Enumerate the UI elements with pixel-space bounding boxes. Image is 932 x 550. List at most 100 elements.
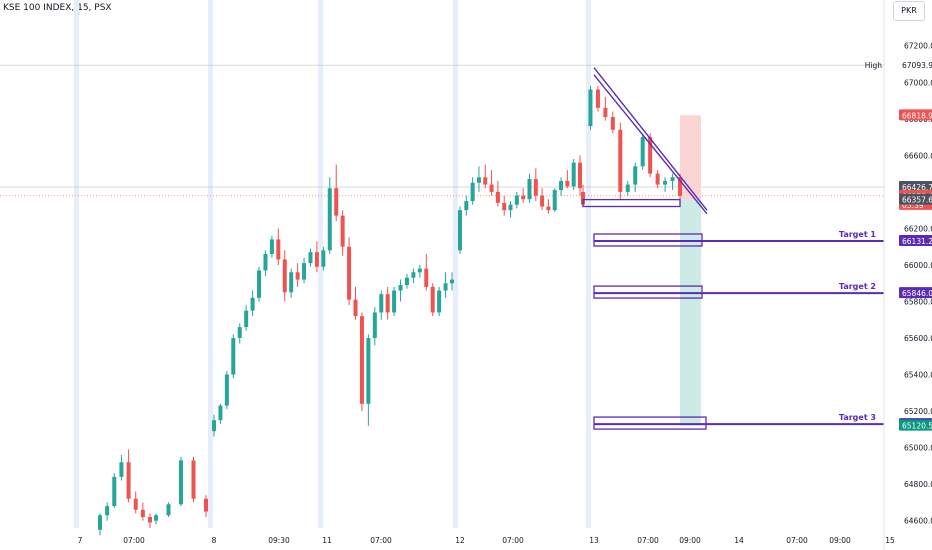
candle [334,164,339,222]
candle [366,334,371,426]
session-band [208,0,213,528]
candle [417,264,422,278]
candle [166,502,171,518]
price-tick-label: 66600.00 [904,151,932,160]
price-tick-label: 67200.00 [904,42,932,51]
candle-body [379,294,384,313]
candle [527,173,532,203]
price-tag-text: 67093.96 [902,61,932,70]
candle-body [470,182,475,202]
candle-body [559,180,564,191]
candle-body [578,162,582,189]
candle-body [625,184,630,192]
candle-body [385,294,390,313]
candle-body [353,299,358,317]
candle-body [483,177,488,185]
candle [476,166,481,192]
candle-body [218,405,223,421]
candle-body [540,195,545,207]
price-tag: 65120.57 [899,419,932,431]
candle [250,290,255,317]
candle [670,173,675,191]
candle-body [282,259,287,293]
candle [231,334,236,379]
candle-body [663,180,668,185]
candle [119,454,124,481]
candle-body [595,89,600,108]
session-band [453,0,458,528]
candle-body [289,272,294,293]
candle-body [314,252,319,267]
price-tag-text: 66357.67 [902,196,932,205]
candle [540,188,545,211]
price-tag-text: 66131.21 [902,237,932,246]
candle-body [133,498,138,510]
candle [191,456,196,503]
candle [578,155,582,196]
time-tick-label: 07:00 [637,536,659,545]
candle-body [502,202,507,211]
candle-body [231,338,236,375]
time-tick-label: 13 [589,536,599,545]
candle-body [458,210,462,251]
high-label: High [865,61,882,70]
price-tick-label: 65000.00 [904,444,932,453]
price-tick-label: 64600.00 [904,517,932,526]
price-tag-text: 66818.96 [902,111,932,120]
candle-body [489,184,494,192]
candle [359,312,364,412]
price-tag-bg [899,180,932,192]
candle [154,513,158,525]
candle-body [443,283,448,291]
candle-body [464,201,469,211]
candle [495,180,500,207]
candle-body [263,253,268,271]
price-tick-label: 65200.00 [904,407,932,416]
candle [379,290,384,320]
candle-body [237,327,242,339]
candle [514,191,519,209]
session-band [586,0,591,528]
candle [327,177,332,254]
target-level: Target 3 [593,413,884,430]
candle-body [302,263,307,280]
candle [282,250,287,302]
target-level: Target 2 [593,282,884,299]
trend-drawings: Target 1 Target 2 Target 3 [582,67,884,430]
candle-body [404,277,409,286]
price-tick-label: 66000.00 [904,261,932,270]
candle [105,502,110,521]
price-tag-text: 65846.05 [902,289,932,298]
candle-body [224,374,229,406]
candle-body [98,515,102,530]
price-tag: 67093.96 [902,61,932,70]
candle-body [308,252,313,264]
candle-body [437,290,442,313]
candle-body [565,180,570,187]
candle-body [126,462,131,499]
time-tick-label: 11 [322,536,332,545]
price-tick-label: 65800.00 [904,297,932,306]
candle [552,188,557,212]
time-tick-label: 07:00 [123,536,145,545]
entry-zone-box [582,198,681,208]
currency-button[interactable]: PKR [893,1,925,21]
candle-body [588,89,593,127]
target-label: Target 1 [839,230,877,239]
candle [502,195,507,216]
candle [302,257,307,284]
candle-body [269,239,274,254]
candle [663,177,668,192]
candle [308,248,313,267]
candle [372,306,377,346]
price-tick-label: 64800.00 [904,480,932,489]
candle [398,279,403,302]
candle [571,159,576,191]
candle [483,164,488,189]
time-tick-label: 7 [78,536,83,545]
candle [263,250,268,276]
candle [595,85,600,112]
candle-body [327,188,332,251]
candle-body [366,338,371,404]
